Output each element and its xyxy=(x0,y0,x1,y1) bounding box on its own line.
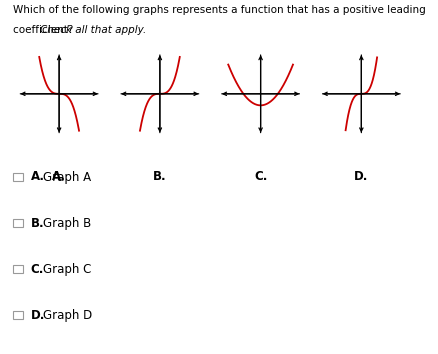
Text: B.: B. xyxy=(31,217,44,229)
FancyBboxPatch shape xyxy=(13,173,23,181)
Text: coefficient?: coefficient? xyxy=(13,25,77,35)
Text: B.: B. xyxy=(153,170,167,183)
FancyBboxPatch shape xyxy=(13,265,23,273)
Text: D.: D. xyxy=(354,170,368,183)
Text: Graph C: Graph C xyxy=(43,263,91,275)
Text: Check all that apply.: Check all that apply. xyxy=(40,25,147,35)
Text: Graph D: Graph D xyxy=(43,309,92,321)
Text: Graph A: Graph A xyxy=(43,171,91,183)
Text: D.: D. xyxy=(31,309,45,321)
Text: Graph B: Graph B xyxy=(43,217,91,229)
Text: A.: A. xyxy=(31,171,45,183)
Text: C.: C. xyxy=(31,263,44,275)
FancyBboxPatch shape xyxy=(13,219,23,227)
FancyBboxPatch shape xyxy=(13,311,23,319)
Text: A.: A. xyxy=(52,170,66,183)
Text: C.: C. xyxy=(254,170,267,183)
Text: Which of the following graphs represents a function that has a positive leading: Which of the following graphs represents… xyxy=(13,5,426,15)
